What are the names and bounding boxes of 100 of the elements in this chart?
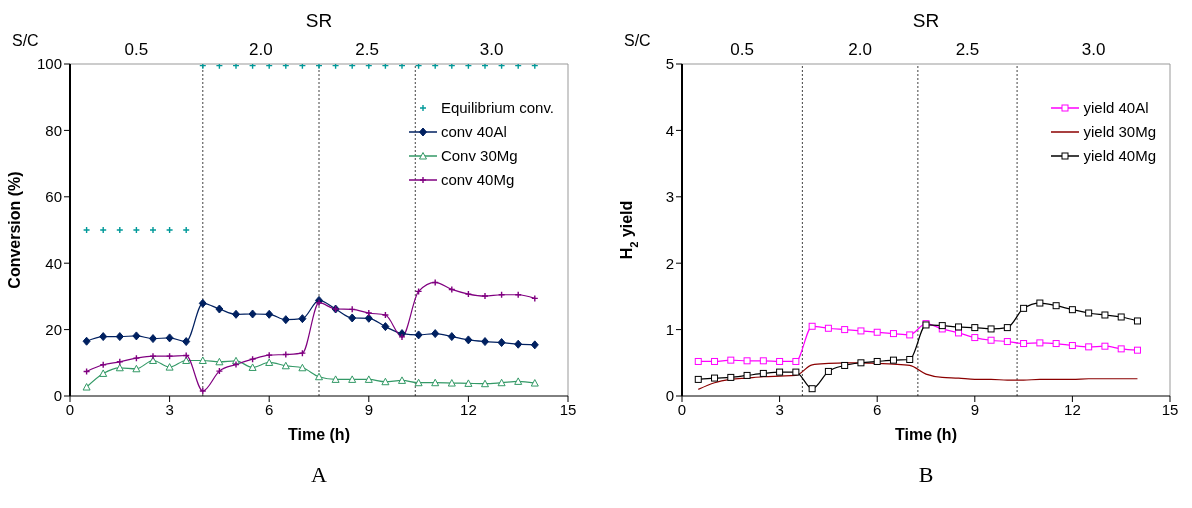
point (165, 226, 174, 234)
point (398, 333, 406, 341)
point (711, 374, 719, 382)
y-tick-label: 40 (45, 254, 62, 272)
point (116, 358, 124, 366)
point (873, 357, 881, 365)
point (265, 358, 274, 366)
point (1020, 304, 1028, 312)
point (906, 331, 914, 339)
point (298, 314, 307, 324)
x-tick-label: 6 (873, 400, 882, 418)
point (365, 309, 373, 317)
x-tick-label: 12 (460, 400, 477, 418)
point (857, 327, 865, 335)
point (315, 299, 323, 307)
text: B (917, 462, 935, 488)
point (132, 354, 141, 362)
point (1020, 340, 1028, 348)
point (248, 355, 257, 363)
point (232, 360, 240, 369)
legend-label: Conv 30Mg (440, 146, 518, 166)
text: 2.5 (354, 40, 380, 60)
point (530, 340, 539, 350)
point (232, 64, 240, 70)
x-tick-label: 0 (65, 400, 75, 418)
point (182, 226, 190, 234)
y-axis-title: Conversion (%) (6, 171, 23, 289)
point (165, 363, 174, 371)
point (99, 332, 108, 342)
point (298, 363, 307, 372)
y-tick-label: 2 (665, 254, 674, 272)
point (199, 387, 207, 395)
point (481, 337, 489, 347)
point (1117, 345, 1125, 353)
point (381, 311, 390, 319)
point (889, 330, 897, 338)
legend-label: yield 30Mg (1083, 122, 1156, 142)
point (82, 336, 91, 346)
point (1085, 309, 1093, 317)
point (447, 379, 456, 387)
x-tick-label: 15 (559, 400, 577, 418)
point (265, 309, 274, 319)
y-tick-label: 60 (45, 188, 62, 206)
y-tick-label: 1 (665, 320, 674, 338)
x-tick-label: 0 (677, 400, 687, 418)
point (727, 373, 735, 381)
y-tick-label: 20 (45, 320, 62, 338)
point (348, 313, 357, 323)
point (265, 351, 273, 359)
text: 2.0 (847, 40, 873, 60)
point (132, 364, 141, 373)
x-tick-label: 3 (165, 400, 174, 418)
point (232, 309, 240, 319)
point (115, 363, 124, 372)
text: 2.0 (248, 40, 274, 60)
point (464, 379, 473, 387)
point (398, 376, 406, 384)
point (873, 328, 881, 336)
point (282, 64, 290, 70)
point (198, 356, 207, 364)
point (199, 64, 207, 70)
x-tick-label: 15 (1161, 400, 1179, 418)
point (132, 226, 141, 234)
point (743, 357, 751, 365)
point (82, 383, 91, 391)
point (248, 363, 257, 371)
point (248, 309, 257, 319)
point (381, 322, 390, 332)
point (497, 338, 506, 348)
point (149, 334, 157, 344)
point (1101, 311, 1109, 319)
point (1085, 343, 1093, 351)
point (1052, 302, 1060, 310)
point (464, 290, 473, 298)
point (841, 361, 849, 369)
point (348, 375, 357, 383)
point (1133, 317, 1141, 325)
point (743, 371, 751, 379)
point (841, 326, 849, 334)
point (414, 330, 423, 340)
point (694, 357, 702, 365)
point (1003, 324, 1011, 332)
y-tick-label: 5 (665, 55, 674, 73)
point (792, 368, 800, 376)
point (481, 292, 489, 300)
point (448, 64, 456, 70)
point (99, 226, 107, 234)
point (987, 325, 995, 333)
point (906, 355, 914, 363)
text: A (310, 462, 328, 488)
x-tick-label: 12 (1064, 400, 1081, 418)
point (514, 339, 523, 349)
point (381, 377, 390, 386)
point (514, 377, 523, 385)
x-tick-label: 9 (364, 400, 373, 418)
point (149, 356, 157, 364)
y-tick-label: 3 (665, 188, 674, 206)
point (531, 64, 539, 70)
text: 3.0 (478, 40, 505, 60)
point (331, 375, 340, 383)
